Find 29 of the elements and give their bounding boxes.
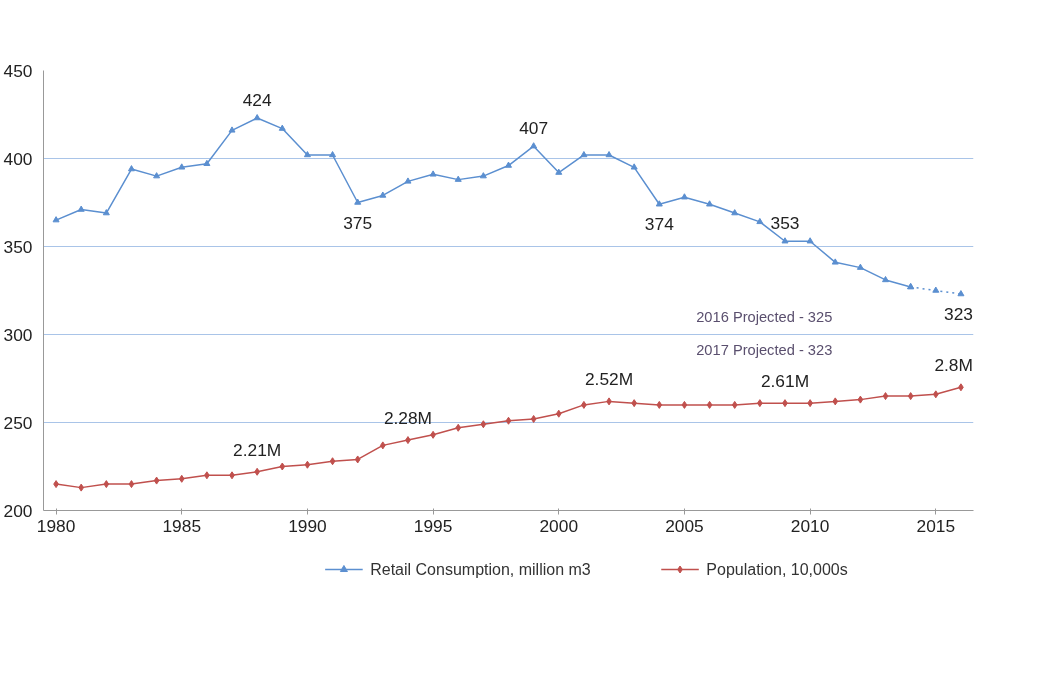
annotation: 2.8M [934,355,973,376]
x-tick-label: 1995 [413,515,453,536]
annotation: 323 [944,304,973,325]
x-tick-label: 2000 [539,515,579,536]
annotation: 2.61M [760,371,810,392]
x-tick-label: 1990 [288,515,327,536]
legend-label: Population, 10,000s [706,561,848,578]
y-tick-label: 300 [3,324,33,345]
annotation: 374 [644,214,675,235]
x-tick-label: 1985 [162,515,202,536]
y-tick-label: 350 [3,236,33,257]
annotation: 407 [519,118,549,139]
y-tick-label: 400 [3,148,33,169]
x-tick-label: 2005 [665,515,704,536]
y-tick-label: 200 [3,500,33,521]
annotation: 2.28M [383,408,433,429]
annotation: 2016 Projected - 325 [696,308,833,325]
annotation: 375 [343,212,373,233]
x-tick-label: 2010 [790,515,830,536]
legend-label: Retail Consumption, million m3 [370,561,591,578]
x-tick-label: 2015 [916,515,956,536]
annotation: 2.52M [584,369,634,390]
annotation: 353 [770,213,800,234]
annotation: 424 [242,90,272,111]
annotation: 2017 Projected - 323 [696,341,833,358]
annotation: 2.21M [233,439,282,460]
x-tick-label: 1980 [36,515,76,536]
y-tick-label: 450 [3,60,33,81]
y-tick-label: 250 [3,412,33,433]
